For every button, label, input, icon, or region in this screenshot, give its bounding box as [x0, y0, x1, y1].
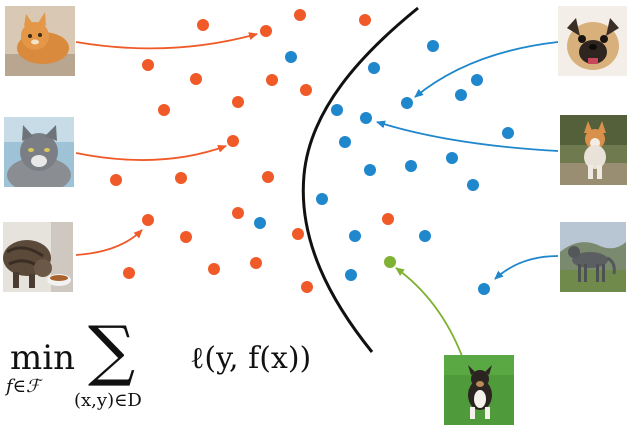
query-point: [384, 256, 396, 268]
arrow-dog-1: [414, 41, 559, 98]
dog-point: [446, 152, 458, 164]
decision-boundary-curve: [301, 6, 419, 353]
formula-min-subscript: f∈ℱ: [6, 376, 41, 397]
cat-point: [142, 59, 154, 71]
cat-point: [142, 214, 154, 226]
cat-image-3: [3, 222, 73, 292]
cat-point: [208, 263, 220, 275]
arrow-cat-1: [75, 32, 258, 50]
objective-formula: min f∈ℱ ∑ (x,y)∈D ℓ(y, f(x)): [6, 318, 366, 422]
cat-point: [123, 267, 135, 279]
cat-point: [262, 171, 274, 183]
dog-point: [285, 51, 297, 63]
cat-point: [382, 213, 394, 225]
cat-point: [190, 73, 202, 85]
dog-point: [467, 179, 479, 191]
dog-point: [360, 112, 372, 124]
formula-min: min: [10, 338, 76, 378]
dog-image-2: [560, 115, 627, 185]
dog-point: [368, 62, 380, 74]
dog-point: [364, 164, 376, 176]
cat-point: [300, 84, 312, 96]
arrow-query: [395, 267, 463, 357]
dog-point: [401, 97, 413, 109]
cat-point: [294, 9, 306, 21]
dog-point: [331, 104, 343, 116]
arrow-cat-2: [75, 144, 227, 161]
dog-image-4: [444, 355, 514, 425]
cat-point: [232, 207, 244, 219]
cat-point: [197, 19, 209, 31]
dog-photo-icon: [558, 6, 627, 76]
cat-image-2: [4, 117, 74, 187]
cat-point: [175, 172, 187, 184]
cat-point: [292, 228, 304, 240]
dog-point: [471, 74, 483, 86]
arrow-dog-3: [494, 255, 559, 280]
arrow-dog-2: [376, 120, 559, 152]
dog-point: [339, 136, 351, 148]
cat-point: [180, 231, 192, 243]
dog-photo-icon: [560, 115, 627, 185]
cat-point: [227, 135, 239, 147]
formula-loss-term: ℓ(y, f(x)): [190, 341, 312, 376]
dog-image-3: [560, 222, 626, 292]
formula-sum-symbol: ∑: [88, 312, 136, 389]
dog-image-1: [558, 6, 627, 76]
cat-photo-icon: [4, 117, 74, 187]
dog-point: [478, 283, 490, 295]
cat-points: [110, 9, 394, 293]
formula-sum-subscript: (x,y)∈D: [74, 390, 142, 411]
cat-photo-icon: [5, 6, 75, 76]
cat-point: [266, 74, 278, 86]
dog-point: [427, 40, 439, 52]
cat-point: [110, 174, 122, 186]
cat-point: [260, 25, 272, 37]
cat-point: [301, 281, 313, 293]
cat-point: [158, 104, 170, 116]
dog-point: [455, 89, 467, 101]
dog-point: [405, 160, 417, 172]
cat-photo-icon: [3, 222, 73, 292]
cat-point: [359, 14, 371, 26]
dog-point: [502, 127, 514, 139]
dog-point: [419, 230, 431, 242]
arrow-cat-3: [75, 229, 143, 256]
cat-image-1: [5, 6, 75, 76]
dog-point: [345, 269, 357, 281]
dog-point: [254, 217, 266, 229]
dog-points: [254, 40, 514, 295]
dog-photo-icon: [444, 355, 514, 425]
cat-point: [250, 257, 262, 269]
dog-point: [349, 230, 361, 242]
dog-photo-icon: [560, 222, 626, 292]
cat-point: [232, 96, 244, 108]
dog-point: [316, 193, 328, 205]
